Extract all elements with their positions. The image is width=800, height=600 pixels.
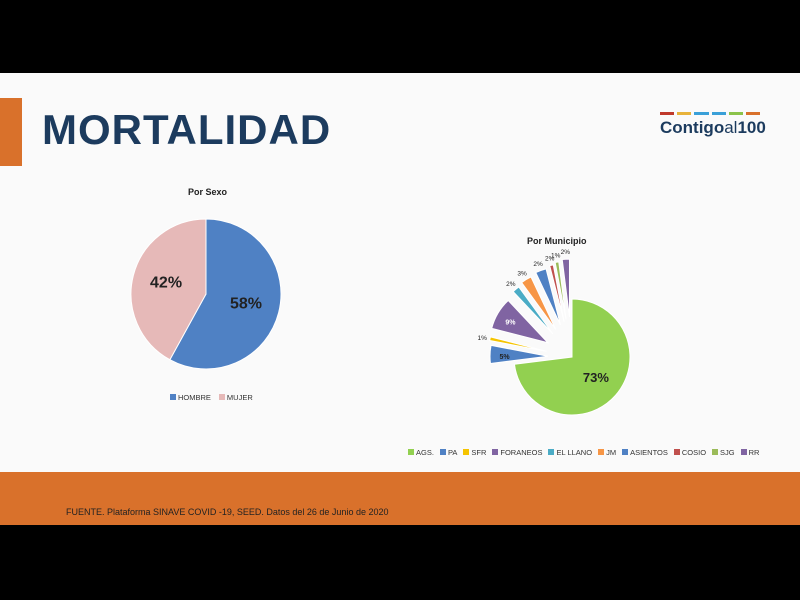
legend-swatch: [218, 394, 225, 400]
legend-label: SFR: [471, 448, 487, 457]
legend-item: COSIO: [673, 448, 707, 457]
legend-label: AGS.: [416, 448, 434, 457]
legend-item: RR: [740, 448, 760, 457]
legend-swatch: [439, 449, 446, 455]
source-note: FUENTE. Plataforma SINAVE COVID -19, SEE…: [66, 507, 389, 517]
legend-label: PA: [447, 448, 458, 457]
data-label: 3%: [517, 271, 527, 278]
logo: Contigoal100: [660, 112, 766, 138]
data-label: 58%: [230, 295, 262, 312]
legend-swatch: [740, 449, 747, 455]
data-label: 2%: [561, 249, 571, 256]
pie-slice-ags-: [513, 298, 631, 416]
legend-label: JM: [606, 448, 617, 457]
pie-slice-el-llano: [512, 286, 554, 335]
legend-label: ASIENTOS: [630, 448, 668, 457]
legend-municipio: AGS. PA SFR FORANEOS EL LLANO JM ASIENTOS COSIO…: [408, 448, 759, 457]
legend-item: SJG: [712, 448, 735, 457]
legend-item: ASIENTOS: [622, 448, 668, 457]
legend-swatch: [463, 449, 470, 455]
legend-item: PA: [439, 448, 458, 457]
legend-swatch: [673, 449, 680, 455]
legend-item: HOMBRE: [170, 393, 211, 402]
accent-bar: [0, 98, 22, 166]
legend-label: FORANEOS: [500, 448, 543, 457]
pie-slice-cosio: [549, 264, 565, 322]
legend-swatch: [712, 449, 719, 455]
legend-label: SJG: [720, 448, 735, 457]
legend-sexo: HOMBRE MUJER: [170, 393, 253, 402]
legend-label: RR: [748, 448, 760, 457]
legend-label: EL LLANO: [556, 448, 593, 457]
legend-label: COSIO: [681, 448, 707, 457]
data-label: 73%: [583, 370, 609, 385]
pie-slice-hombre: [169, 218, 282, 370]
legend-swatch: [622, 449, 629, 455]
pie-slice-mujer: [130, 218, 207, 361]
legend-swatch: [408, 449, 414, 455]
legend-swatch: [170, 394, 176, 400]
legend-item: EL LLANO: [548, 448, 592, 457]
data-label: 5%: [499, 354, 510, 361]
legend-item: AGS.: [408, 448, 434, 457]
data-label: 1%: [478, 335, 488, 342]
data-label: 2%: [533, 261, 543, 268]
data-label: 2%: [506, 281, 516, 288]
legend-item: FORANEOS: [492, 448, 542, 457]
legend-item: MUJER: [218, 393, 253, 402]
legend-swatch: [548, 449, 555, 455]
data-label: 42%: [150, 275, 182, 292]
chart-title-municipio: Por Municipio: [527, 236, 587, 246]
legend-label: HOMBRE: [178, 393, 211, 402]
legend-swatch: [492, 449, 499, 455]
data-label: 2%: [545, 255, 555, 262]
legend-label: MUJER: [226, 393, 253, 402]
page-title: MORTALIDAD: [42, 106, 332, 153]
pie-slice-asientos: [535, 268, 561, 326]
pie-slice-sfr: [489, 336, 547, 352]
data-label: 1%: [551, 252, 561, 259]
chart-title-sexo: Por Sexo: [188, 187, 228, 197]
legend-item: SFR: [463, 448, 486, 457]
footer-band: [0, 472, 800, 525]
pie-slice-jm: [520, 276, 557, 330]
pie-slice-pa: [489, 344, 549, 365]
pie-slice-sjg: [554, 261, 567, 320]
pie-slice-rr: [561, 258, 570, 318]
legend-swatch: [598, 449, 605, 455]
data-label: 9%: [505, 320, 516, 327]
pie-slice-foraneos: [491, 299, 550, 344]
legend-item: JM: [598, 448, 616, 457]
